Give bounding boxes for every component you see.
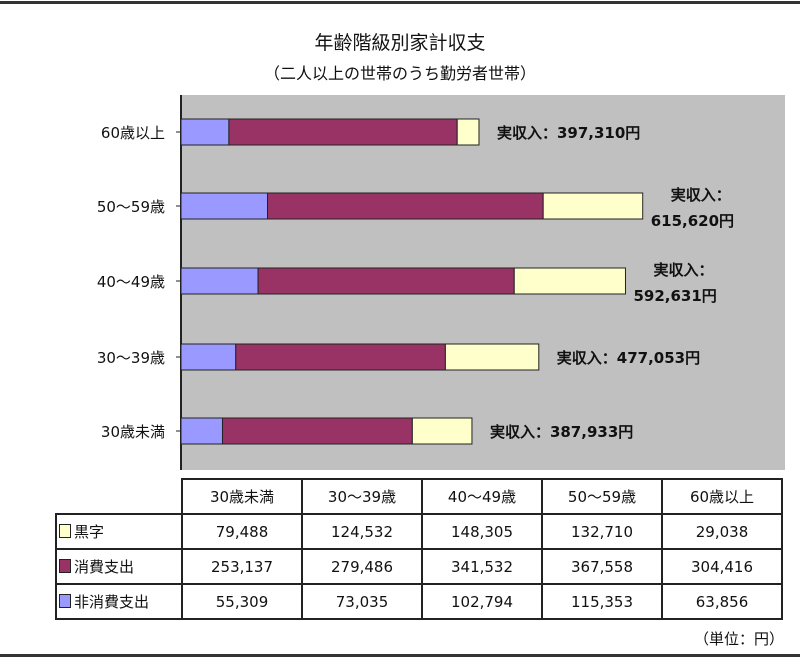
table-cell: 102,794 <box>421 583 543 620</box>
data-label: 実収入：397,310円 <box>497 124 640 142</box>
table-cell: 132,710 <box>541 513 663 550</box>
bar-segment <box>444 343 540 371</box>
bar-segment <box>411 417 473 445</box>
row-label: 消費支出 <box>55 548 183 585</box>
data-label: 実収入： <box>671 186 731 204</box>
table-header: 40〜49歳 <box>421 478 543 515</box>
chart-title: 年齢階級別家計収支 <box>314 32 486 54</box>
legend-swatch-consumption <box>59 559 71 573</box>
bar-segment <box>456 118 480 146</box>
table-header: 50〜59歳 <box>541 478 663 515</box>
bar-segment <box>513 267 626 295</box>
table-row: 非消費支出 55,309 73,035 102,794 115,353 63,8… <box>55 583 783 620</box>
row-label: 非消費支出 <box>55 583 183 620</box>
table-header: 30〜39歳 <box>301 478 423 515</box>
row-label-text: 黒字 <box>74 523 105 541</box>
unit-label: （単位：円） <box>693 630 784 648</box>
row-label-text: 消費支出 <box>74 558 135 576</box>
top-border <box>0 1 800 4</box>
table-cell: 279,486 <box>301 548 423 585</box>
bar-segment <box>257 267 515 295</box>
data-label: 実収入： <box>653 261 713 279</box>
table-cell: 304,416 <box>661 548 783 585</box>
legend-swatch-surplus <box>59 524 71 538</box>
bar-segment <box>180 192 269 220</box>
data-label: 615,620円 <box>651 212 734 230</box>
table-corner <box>56 479 182 515</box>
table-header-row: 30歳未満 30〜39歳 40〜49歳 50〜59歳 60歳以上 <box>56 478 783 515</box>
bottom-border <box>0 654 800 657</box>
legend-swatch-non-consumption <box>59 594 71 608</box>
row-label-text: 非消費支出 <box>74 593 150 611</box>
bar-chart: 30歳未満 実収入：387,933円 30〜39歳 実収入：477,053円 40〜49… <box>97 95 785 470</box>
bar-segment <box>235 343 446 371</box>
bar-segment <box>267 192 544 220</box>
table-cell: 115,353 <box>541 583 663 620</box>
bar-segment <box>542 192 644 220</box>
bar-segment <box>180 267 259 295</box>
table-cell: 73,035 <box>301 583 423 620</box>
y-tick-label: 30歳未満 <box>101 423 165 441</box>
y-tick-label: 30〜39歳 <box>97 349 165 367</box>
table-cell: 29,038 <box>661 513 783 550</box>
table-row: 黒字 79,488 124,532 148,305 132,710 29,038 <box>55 513 783 550</box>
table-cell: 253,137 <box>181 548 303 585</box>
table-header: 30歳未満 <box>181 478 303 515</box>
table-row: 消費支出 253,137 279,486 341,532 367,558 304… <box>55 548 783 585</box>
data-label: 実収入：477,053円 <box>557 349 700 367</box>
bar-segment <box>180 417 223 445</box>
table-cell: 55,309 <box>181 583 303 620</box>
data-label: 実収入：387,933円 <box>490 423 633 441</box>
data-table: 30歳未満 30〜39歳 40〜49歳 50〜59歳 60歳以上 黒字 79,4… <box>55 478 783 620</box>
table-cell: 79,488 <box>181 513 303 550</box>
y-tick-label: 60歳以上 <box>101 124 165 142</box>
data-label: 592,631円 <box>633 287 716 305</box>
y-tick-label: 50〜59歳 <box>97 198 165 216</box>
row-label: 黒字 <box>55 513 183 550</box>
bar-segment <box>228 118 458 146</box>
bar-segment <box>180 118 230 146</box>
bar-segment <box>221 417 413 445</box>
table-cell: 124,532 <box>301 513 423 550</box>
y-tick-label: 40〜49歳 <box>97 273 165 291</box>
chart-subtitle: （二人以上の世帯のうち勤労者世帯） <box>263 64 536 83</box>
table-cell: 367,558 <box>541 548 663 585</box>
table-cell: 63,856 <box>661 583 783 620</box>
table-cell: 341,532 <box>421 548 543 585</box>
table-cell: 148,305 <box>421 513 543 550</box>
bar-segment <box>180 343 237 371</box>
table-header: 60歳以上 <box>661 478 783 515</box>
